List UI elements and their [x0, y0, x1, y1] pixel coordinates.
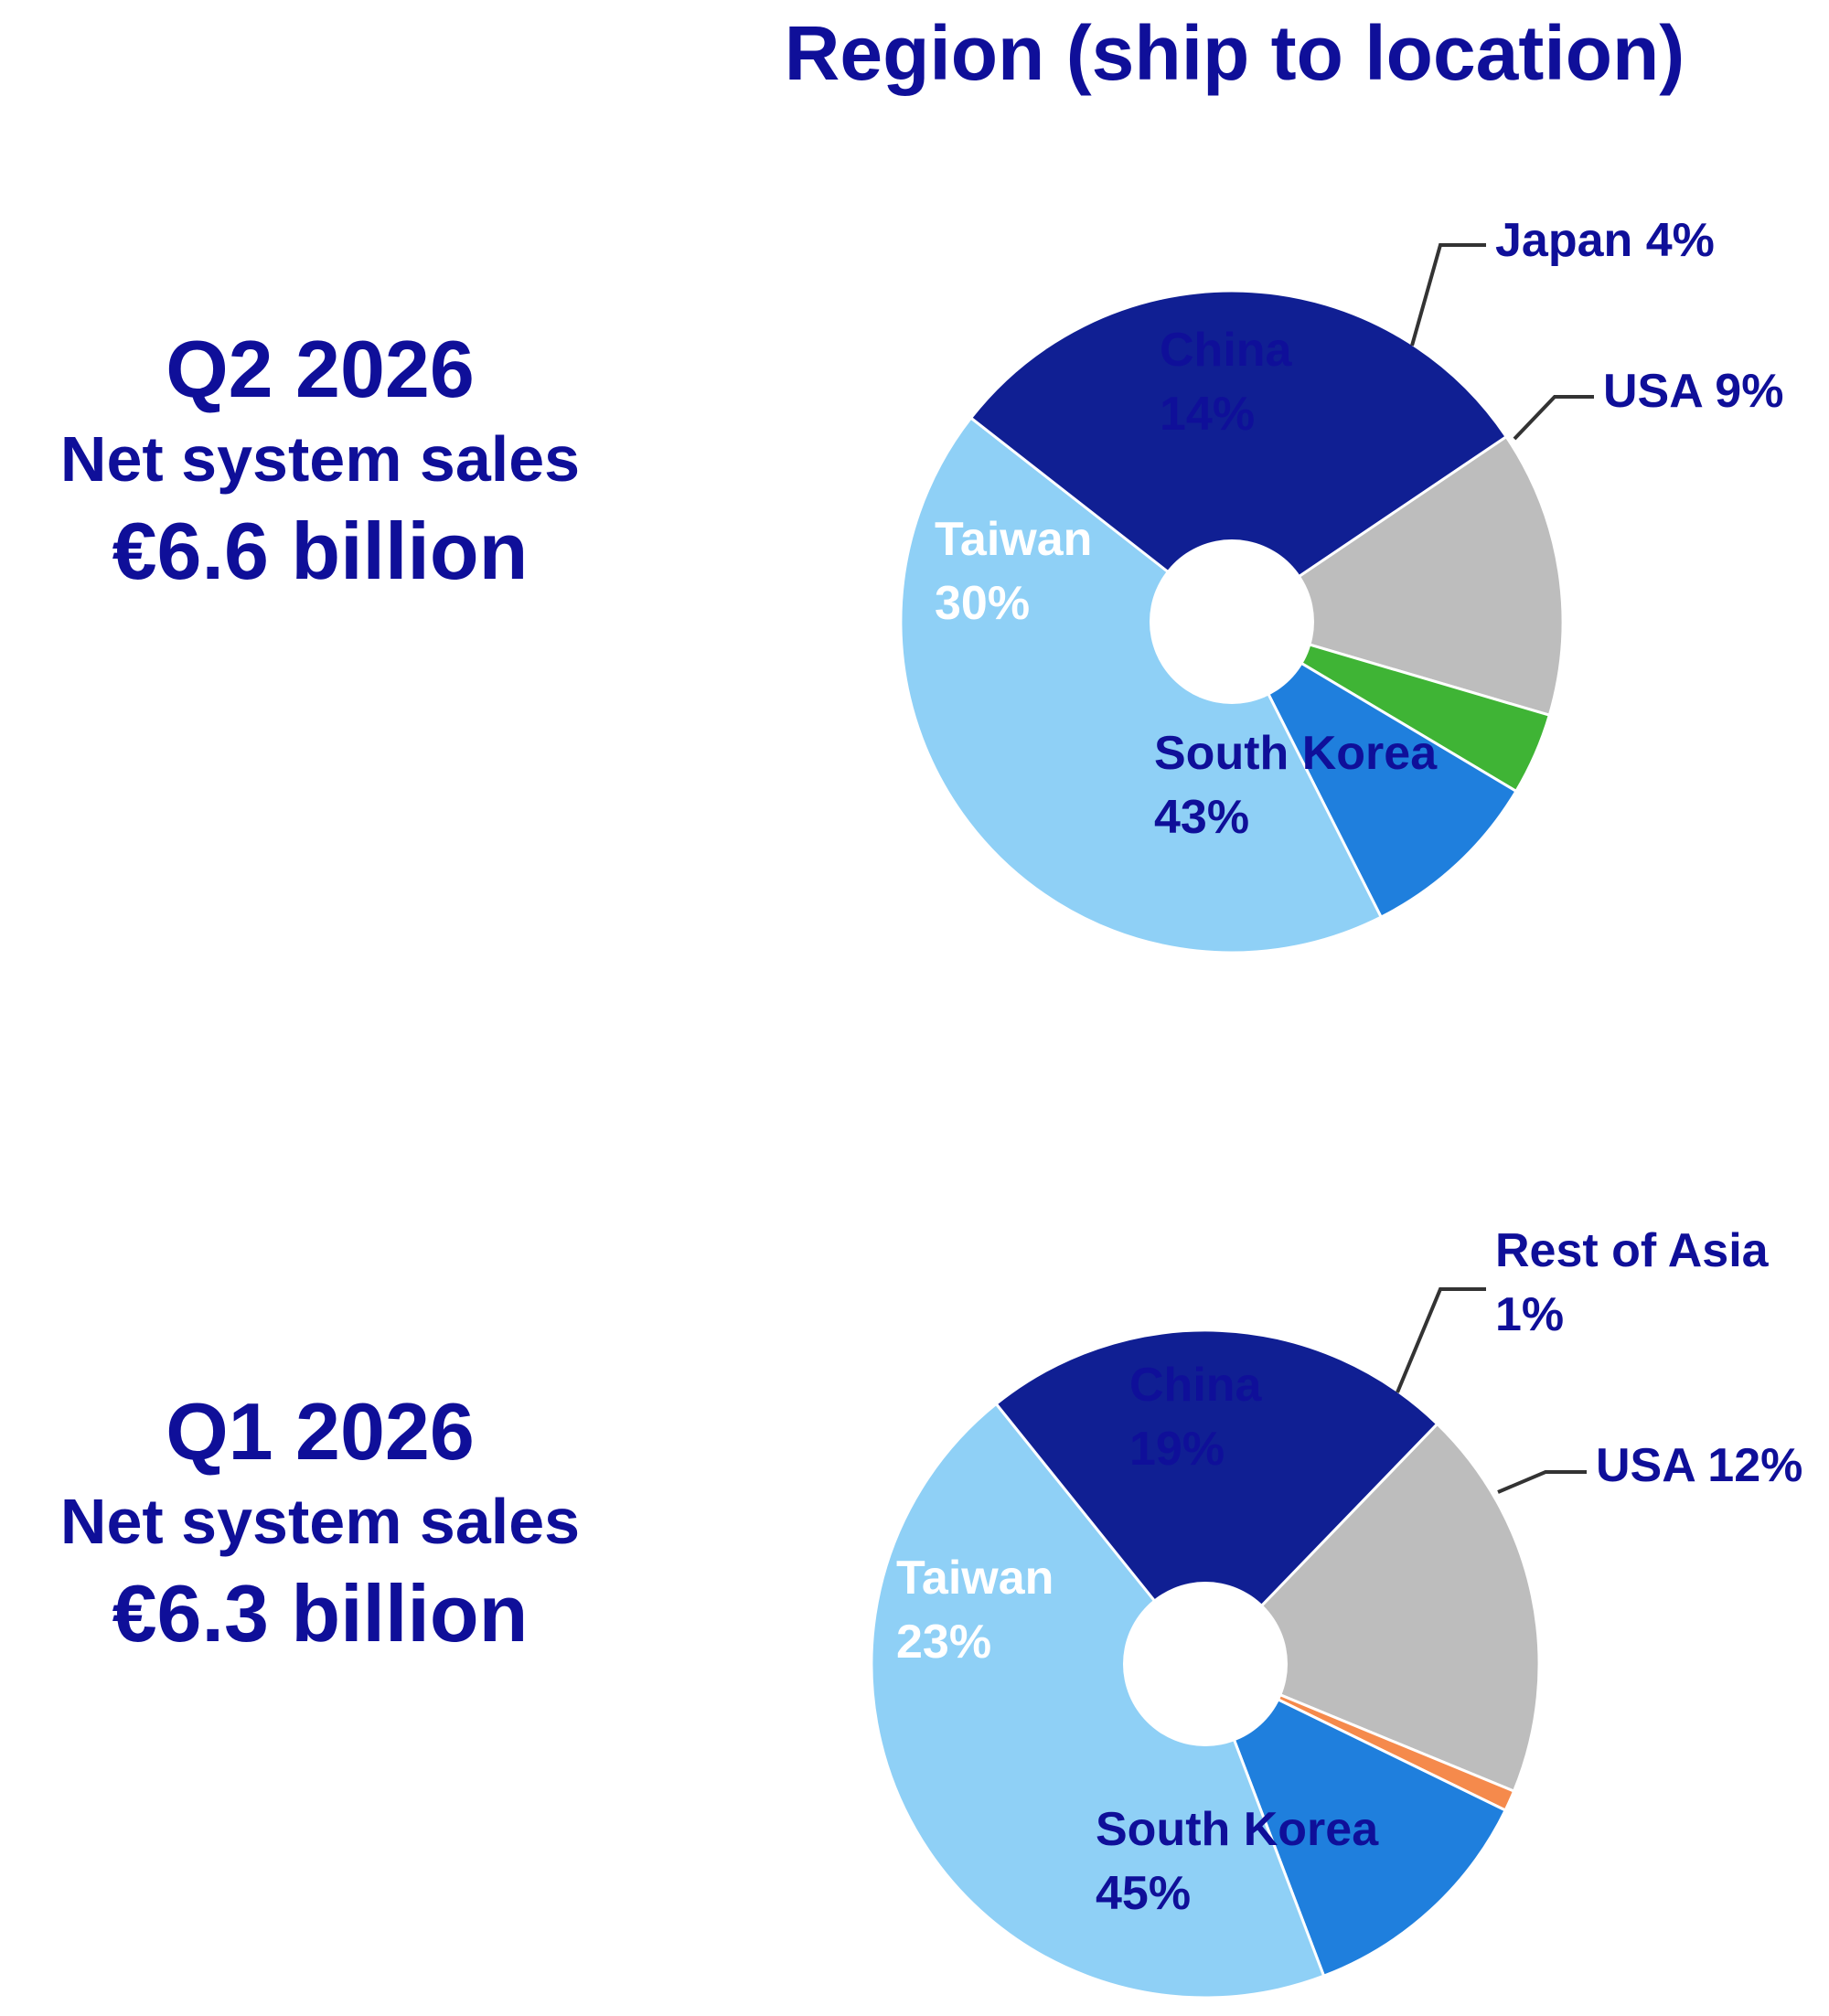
panel-q1-amount: €6.3 billion: [112, 1568, 529, 1659]
leader-line-q2-usa: [1513, 395, 1594, 441]
data-label-q2-china: China 14%: [1160, 324, 1293, 441]
panel-q1-summary: Q1 2026 Net system sales €6.3 billion: [0, 1384, 640, 1664]
slice-q1-taiwan: [994, 1328, 1439, 1667]
slice-q2-taiwan: [968, 289, 1509, 624]
data-label-q1-usa: USA 12%: [1596, 1439, 1802, 1492]
data-label-q1-rest-of-asia: Rest of Asia 1%: [1495, 1224, 1770, 1341]
leader-line-q1-usa: [1497, 1470, 1587, 1494]
data-label-q1-south-korea: South Korea 45%: [1096, 1803, 1379, 1920]
slice-q2-south-korea: [899, 415, 1384, 955]
leader-line-q1-rest-of-asia: [1396, 1287, 1486, 1393]
data-label-q1-taiwan: Taiwan 23%: [896, 1552, 1054, 1669]
data-label-q2-taiwan: Taiwan 30%: [935, 513, 1092, 630]
data-label-q2-usa: USA 9%: [1603, 365, 1783, 418]
slice-q1-south-korea: [870, 1402, 1326, 2000]
data-label-q2-japan: Japan 4%: [1495, 214, 1715, 267]
panel-q1-period: Q1 2026: [166, 1386, 475, 1477]
slice-q1-china: [1203, 1422, 1541, 1794]
chart-title: Region (ship to location): [784, 10, 1685, 96]
slice-q1-usa: [1203, 1660, 1508, 1979]
data-label-q2-south-korea: South Korea 43%: [1154, 727, 1438, 844]
leader-line-q2-japan: [1410, 243, 1486, 347]
donut-hole-q2: [1150, 539, 1314, 704]
donut-hole-q1: [1123, 1582, 1288, 1746]
donut-chart-q1: China 19% Rest of Asia 1% USA 12% South Korea…: [870, 1224, 1802, 2000]
panel-q1-metric: Net system sales: [59, 1486, 581, 1557]
data-label-q1-china: China 19%: [1129, 1359, 1263, 1476]
panel-q2-period: Q2 2026: [166, 324, 475, 414]
slice-q2-usa: [1228, 618, 1518, 920]
panel-q2-amount: €6.6 billion: [112, 506, 529, 596]
panel-q2-metric: Net system sales: [59, 423, 581, 495]
donut-chart-q2: China 14% Japan 4% USA 9% South Korea 43% Taiw…: [899, 214, 1783, 955]
panel-q2-summary: Q2 2026 Net system sales €6.6 billion: [0, 322, 640, 602]
